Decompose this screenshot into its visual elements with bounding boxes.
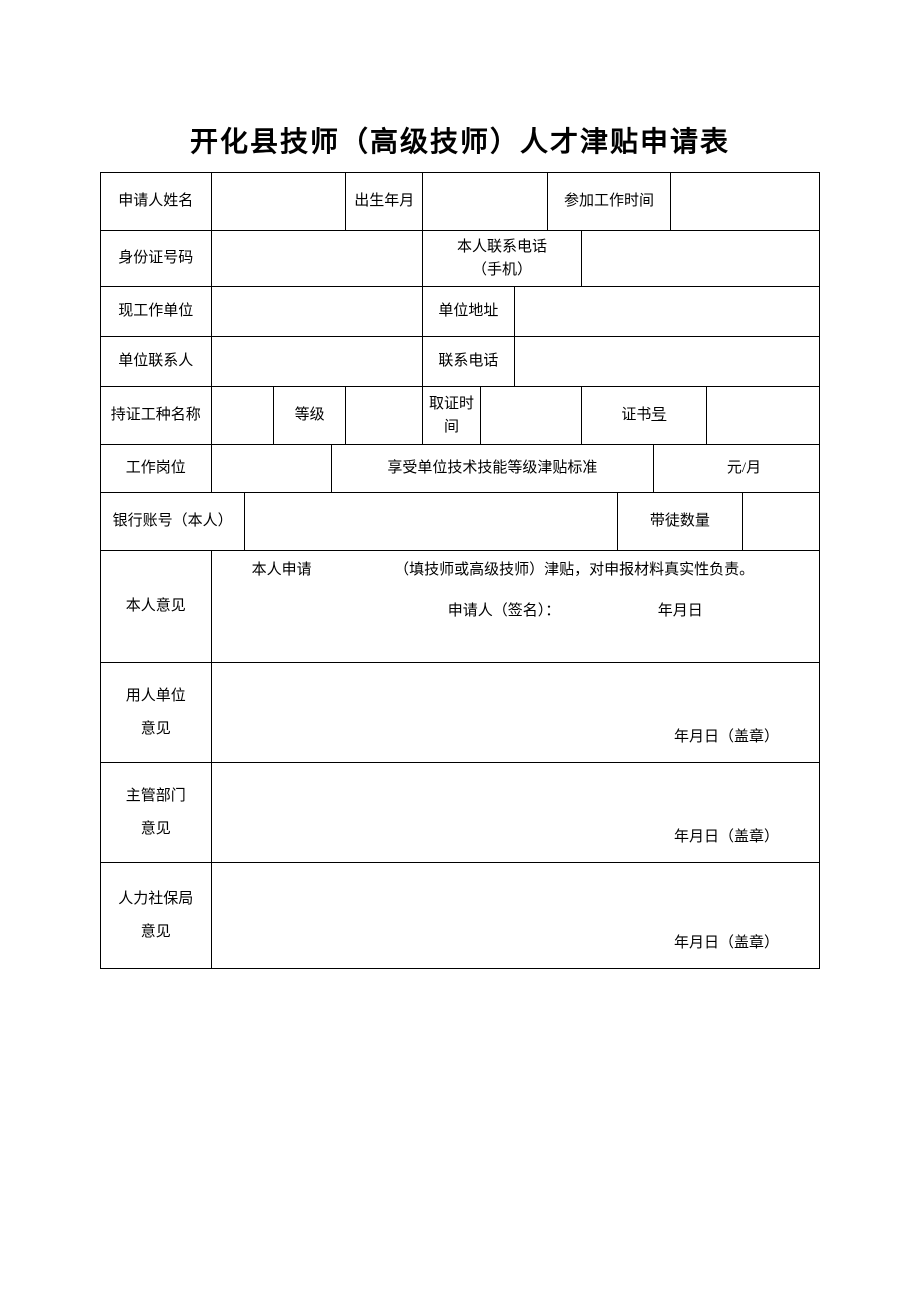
label-employer-contact: 单位联系人 bbox=[101, 337, 212, 387]
label-applicant-name: 申请人姓名 bbox=[101, 173, 212, 231]
signature-line: 申请人（签名）： 年月日 bbox=[222, 600, 809, 623]
dept-date-stamp: 年月日（盖章） bbox=[674, 829, 779, 845]
label-personal-phone-l2: （手机） bbox=[472, 262, 532, 278]
application-form-table: 申请人姓名 出生年月 参加工作时间 身份证号码 本人联系电话 （手机） 现工作单… bbox=[100, 172, 820, 969]
employer-opinion-l2: 意见 bbox=[141, 721, 171, 737]
field-apprentice-count[interactable] bbox=[742, 493, 819, 551]
cert-number-suffix: 号 bbox=[651, 407, 666, 423]
label-id-number: 身份证号码 bbox=[101, 231, 212, 287]
form-title: 开化县技师（高级技师）人才津贴申请表 bbox=[100, 120, 820, 160]
field-contact-phone[interactable] bbox=[514, 337, 819, 387]
dept-opinion-l1: 主管部门 bbox=[126, 788, 186, 804]
field-birth-date[interactable] bbox=[423, 173, 548, 231]
hrss-date-stamp: 年月日（盖章） bbox=[674, 935, 779, 951]
form-page: 开化县技师（高级技师）人才津贴申请表 申请人姓名 出生年月 参加工作时间 身份证… bbox=[0, 0, 920, 969]
field-dept-opinion[interactable]: 年月日（盖章） bbox=[211, 763, 819, 863]
employer-date-stamp: 年月日（盖章） bbox=[674, 729, 779, 745]
hrss-opinion-l1: 人力社保局 bbox=[118, 891, 193, 907]
label-birth-date: 出生年月 bbox=[346, 173, 423, 231]
label-cert-date: 取证时间 bbox=[423, 387, 481, 445]
field-applicant-name[interactable] bbox=[211, 173, 346, 231]
dept-opinion-l2: 意见 bbox=[141, 821, 171, 837]
label-hrss-opinion: 人力社保局 意见 bbox=[101, 863, 212, 969]
label-personal-phone-l1: 本人联系电话 bbox=[457, 239, 547, 255]
label-dept-opinion: 主管部门 意见 bbox=[101, 763, 212, 863]
field-id-number[interactable] bbox=[211, 231, 423, 287]
field-self-opinion[interactable]: 本人申请 （填技师或高级技师）津贴，对申报材料真实性负责。 申请人（签名）： 年… bbox=[211, 551, 819, 663]
label-cert-number: 证书号 bbox=[581, 387, 706, 445]
label-apprentice-count: 带徒数量 bbox=[617, 493, 742, 551]
label-employer-address: 单位地址 bbox=[423, 287, 514, 337]
label-current-employer: 现工作单位 bbox=[101, 287, 212, 337]
field-personal-phone[interactable] bbox=[581, 231, 819, 287]
label-self-opinion: 本人意见 bbox=[101, 551, 212, 663]
self-declaration-text: 本人申请 （填技师或高级技师）津贴，对申报材料真实性负责。 bbox=[222, 559, 809, 582]
label-bank-account: 银行账号（本人） bbox=[101, 493, 245, 551]
field-allowance-value[interactable]: 元/月 bbox=[653, 445, 819, 493]
field-bank-account[interactable] bbox=[245, 493, 618, 551]
field-cert-number[interactable] bbox=[706, 387, 819, 445]
field-hrss-opinion[interactable]: 年月日（盖章） bbox=[211, 863, 819, 969]
label-work-start: 参加工作时间 bbox=[548, 173, 671, 231]
label-grade: 等级 bbox=[274, 387, 346, 445]
label-job-position: 工作岗位 bbox=[101, 445, 212, 493]
field-cert-date[interactable] bbox=[480, 387, 581, 445]
label-allowance-standard: 享受单位技术技能等级津贴标准 bbox=[331, 445, 653, 493]
cert-number-prefix: 证书 bbox=[621, 407, 651, 423]
field-employer-contact[interactable] bbox=[211, 337, 423, 387]
label-employer-opinion: 用人单位 意见 bbox=[101, 663, 212, 763]
field-job-position[interactable] bbox=[211, 445, 331, 493]
label-personal-phone: 本人联系电话 （手机） bbox=[423, 231, 582, 287]
yuan-month-text: 元/月 bbox=[727, 460, 761, 476]
field-employer-address[interactable] bbox=[514, 287, 819, 337]
employer-opinion-l1: 用人单位 bbox=[126, 688, 186, 704]
label-cert-trade-name: 持证工种名称 bbox=[101, 387, 212, 445]
field-employer-opinion[interactable]: 年月日（盖章） bbox=[211, 663, 819, 763]
label-contact-phone: 联系电话 bbox=[423, 337, 514, 387]
field-current-employer[interactable] bbox=[211, 287, 423, 337]
field-cert-trade-name[interactable] bbox=[211, 387, 274, 445]
field-work-start[interactable] bbox=[670, 173, 819, 231]
hrss-opinion-l2: 意见 bbox=[141, 924, 171, 940]
field-grade[interactable] bbox=[346, 387, 423, 445]
